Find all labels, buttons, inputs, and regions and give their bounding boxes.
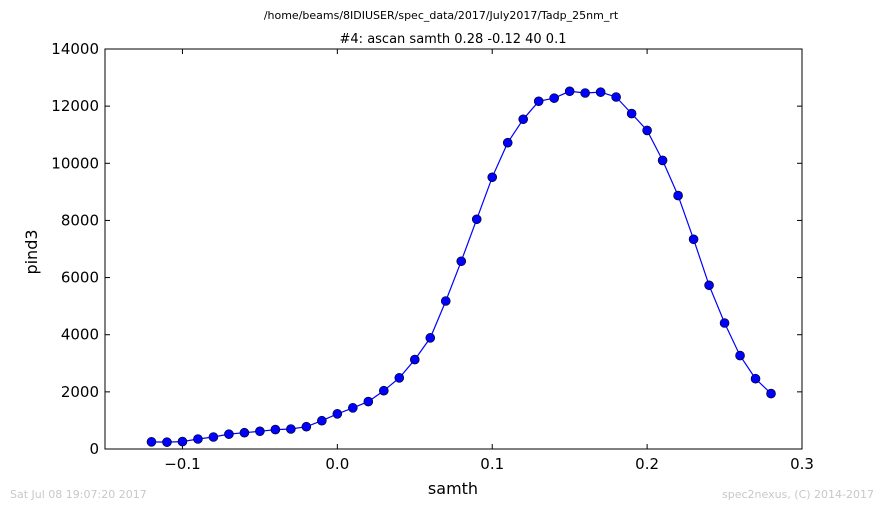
data-point bbox=[766, 388, 776, 399]
data-point bbox=[580, 88, 590, 98]
y-axis-label: pind3 bbox=[22, 229, 41, 274]
data-point bbox=[425, 333, 436, 343]
data-point bbox=[394, 373, 405, 383]
data-point bbox=[549, 93, 559, 103]
data-point bbox=[502, 137, 513, 148]
data-point bbox=[224, 429, 234, 439]
series-markers bbox=[146, 86, 776, 447]
footer-timestamp: Sat Jul 08 19:07:20 2017 bbox=[10, 488, 147, 501]
data-point bbox=[642, 125, 652, 136]
data-point bbox=[611, 92, 621, 102]
data-point bbox=[317, 415, 327, 426]
data-point bbox=[688, 234, 699, 245]
data-point bbox=[750, 373, 761, 384]
y-tick-label: 8000 bbox=[61, 211, 99, 229]
data-point bbox=[332, 409, 343, 419]
chart-suptitle: /home/beams/8IDIUSER/spec_data/2017/July… bbox=[264, 9, 619, 22]
x-axis: −0.1 0.0 0.1 0.2 0.3 bbox=[164, 49, 814, 473]
data-point bbox=[177, 436, 188, 447]
data-point bbox=[208, 432, 219, 442]
data-point bbox=[487, 172, 498, 183]
y-tick-label: 14000 bbox=[51, 40, 99, 58]
data-point bbox=[673, 190, 683, 201]
data-point bbox=[471, 214, 482, 225]
data-point bbox=[363, 396, 374, 407]
x-tick-label: 0.3 bbox=[790, 455, 814, 473]
data-point bbox=[348, 403, 358, 413]
x-tick-label: 0.2 bbox=[635, 455, 659, 473]
x-tick-label: 0.0 bbox=[325, 455, 349, 473]
y-tick-label: 0 bbox=[89, 440, 99, 458]
data-point bbox=[193, 434, 203, 444]
data-point bbox=[518, 114, 529, 125]
data-point bbox=[626, 108, 637, 119]
data-point bbox=[409, 354, 420, 365]
y-tick-label: 10000 bbox=[51, 154, 99, 172]
data-point bbox=[456, 256, 467, 267]
data-point bbox=[704, 280, 714, 291]
chart-title: #4: ascan samth 0.28 -0.12 40 0.1 bbox=[340, 32, 567, 47]
data-point bbox=[146, 437, 157, 447]
data-point bbox=[657, 155, 668, 166]
data-point bbox=[533, 96, 544, 107]
data-point bbox=[440, 296, 451, 306]
data-point bbox=[286, 424, 296, 434]
data-point bbox=[595, 87, 606, 97]
x-tick-label: −0.1 bbox=[164, 455, 200, 473]
data-point bbox=[162, 437, 172, 447]
y-tick-label: 6000 bbox=[61, 269, 99, 287]
x-axis-label: samth bbox=[428, 479, 478, 498]
plot-area bbox=[104, 48, 803, 450]
y-axis: 0 2000 4000 6000 8000 10000 12000 14000 bbox=[51, 40, 802, 458]
data-point bbox=[301, 421, 312, 432]
footer-credit: spec2nexus, (C) 2014-2017 bbox=[722, 488, 874, 501]
data-point bbox=[270, 424, 281, 435]
data-point bbox=[719, 318, 730, 328]
series-line bbox=[151, 90, 772, 443]
y-tick-label: 12000 bbox=[51, 97, 99, 115]
data-point bbox=[378, 385, 389, 396]
data-point bbox=[735, 350, 745, 361]
data-point bbox=[255, 426, 265, 437]
data-point bbox=[239, 427, 250, 438]
y-tick-label: 2000 bbox=[61, 383, 99, 401]
x-tick-label: 0.1 bbox=[480, 455, 504, 473]
y-tick-label: 4000 bbox=[61, 326, 99, 344]
data-point bbox=[564, 86, 575, 97]
